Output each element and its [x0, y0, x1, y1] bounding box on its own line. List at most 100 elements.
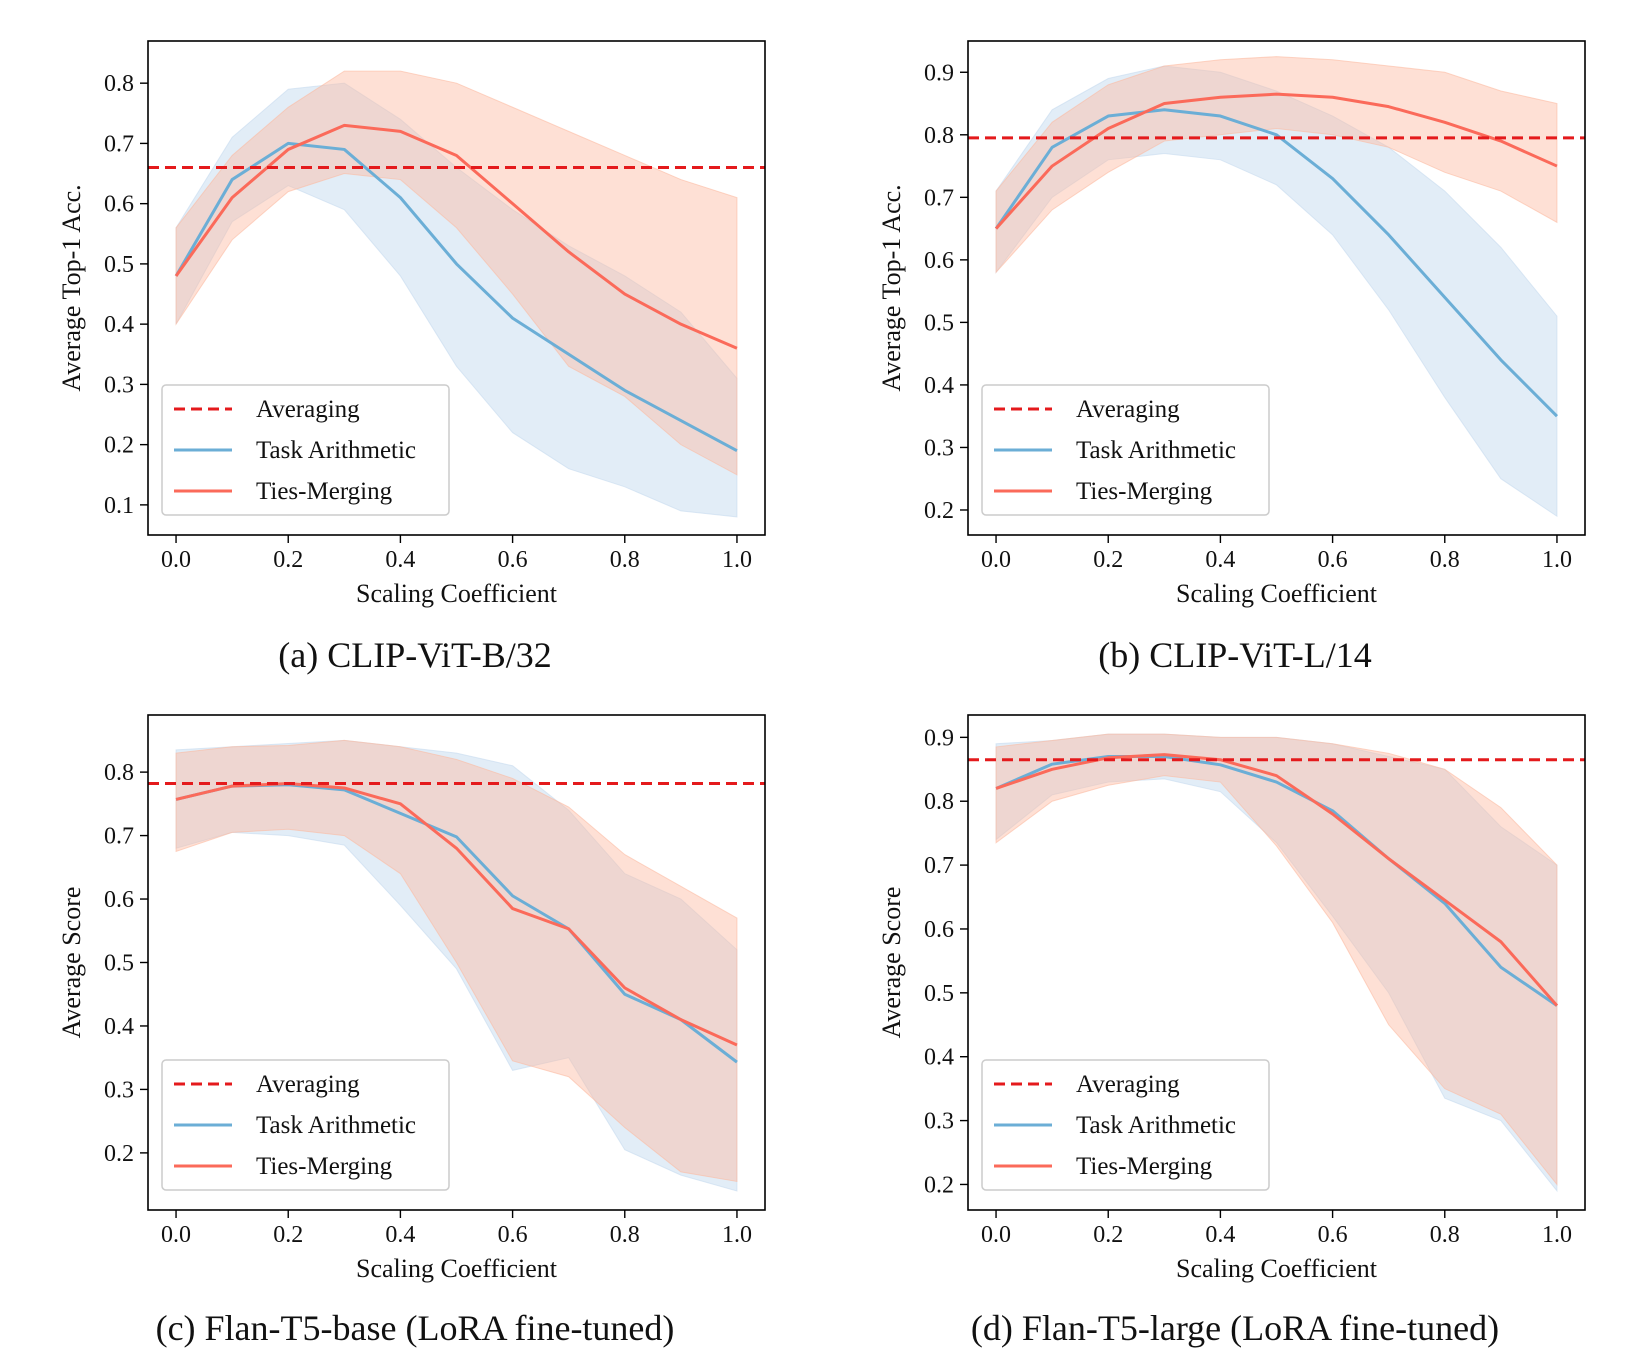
legend-averaging-label: Averaging [256, 1071, 360, 1098]
legend: Averaging Task Arithmetic Ties-Merging [161, 1059, 450, 1191]
y-axis-label: Average Top-1 Acc. [877, 184, 906, 391]
axes-frame [967, 40, 1586, 536]
x-tick-label: 0.8 [610, 547, 640, 573]
y-tick-label: 0.3 [104, 372, 134, 398]
y-tick-label: 0.8 [924, 789, 954, 815]
y-tick-label: 0.1 [104, 493, 134, 519]
ties-merging-band [995, 733, 1558, 1186]
chart-panel-2: 0.0 0.2 0.4 0.6 0.8 1.0 0.2 0.3 0.4 0.5 0.6 0.7 0.8 0… [877, 40, 1586, 675]
x-tick-label: 0.4 [1205, 1222, 1235, 1248]
y-tick-label: 0.3 [924, 1109, 954, 1135]
legend-ties-merging-label: Ties-Merging [1076, 1153, 1213, 1180]
x-tick-label: 0.2 [1093, 547, 1123, 573]
y-tick-label: 0.4 [924, 373, 954, 399]
x-axis-label: Scaling Coefficient [1176, 1254, 1378, 1283]
legend: Averaging Task Arithmetic Ties-Merging [161, 384, 450, 516]
subfigure-caption: (d) Flan-T5-large (LoRA fine-tuned) [971, 1308, 1499, 1348]
y-tick-label: 0.6 [104, 192, 134, 218]
legend-task-arithmetic-label: Task Arithmetic [1076, 1112, 1236, 1139]
y-tick-label: 0.5 [924, 981, 954, 1007]
x-tick-label: 1.0 [722, 547, 752, 573]
x-tick-label: 0.8 [1430, 547, 1460, 573]
legend-task-arithmetic-label: Task Arithmetic [256, 437, 416, 464]
legend-box [981, 1059, 1270, 1191]
y-tick-label: 0.8 [924, 123, 954, 149]
task-arithmetic-band [175, 82, 738, 518]
y-tick-label: 0.5 [104, 252, 134, 278]
legend-task-arithmetic-label: Task Arithmetic [1076, 437, 1236, 464]
chart-panel-3: 0.0 0.2 0.4 0.6 0.8 1.0 0.2 0.3 0.4 0.5 0.6 0.7 0.8 S… [57, 714, 766, 1348]
y-tick-label: 0.4 [104, 312, 134, 338]
y-axis-label: Average Score [57, 887, 86, 1039]
legend-ties-merging-label: Ties-Merging [256, 1153, 393, 1180]
legend: Averaging Task Arithmetic Ties-Merging [981, 384, 1270, 516]
legend-ties-merging-label: Ties-Merging [256, 478, 393, 505]
subfigure-caption: (b) CLIP-ViT-L/14 [1098, 635, 1371, 675]
y-tick-label: 0.7 [924, 853, 954, 879]
legend-task-arithmetic-label: Task Arithmetic [256, 1112, 416, 1139]
x-tick-label: 1.0 [1542, 1222, 1572, 1248]
y-tick-label: 0.9 [924, 725, 954, 751]
legend: Averaging Task Arithmetic Ties-Merging [981, 1059, 1270, 1191]
legend-ties-merging-label: Ties-Merging [1076, 478, 1213, 505]
y-axis-label: Average Top-1 Acc. [57, 184, 86, 391]
x-tick-label: 0.2 [273, 547, 303, 573]
x-tick-label: 1.0 [1542, 547, 1572, 573]
y-axis-label: Average Score [877, 887, 906, 1039]
legend-averaging-label: Averaging [1076, 1071, 1180, 1098]
y-tick-label: 0.8 [104, 760, 134, 786]
x-tick-label: 0.2 [273, 1222, 303, 1248]
y-tick-label: 0.5 [924, 310, 954, 336]
x-axis-label: Scaling Coefficient [356, 579, 558, 608]
x-tick-label: 0.0 [161, 547, 191, 573]
y-tick-label: 0.4 [104, 1014, 134, 1040]
axes-frame [147, 40, 766, 536]
y-tick-label: 0.2 [104, 433, 134, 459]
subfigure-caption: (a) CLIP-ViT-B/32 [278, 635, 551, 675]
chart-panel-1: 0.0 0.2 0.4 0.6 0.8 1.0 0.1 0.2 0.3 0.4 0.5 0.6 0.7 0… [57, 40, 766, 675]
legend-box [161, 384, 450, 516]
y-tick-label: 0.6 [104, 887, 134, 913]
plot-area [968, 56, 1585, 518]
x-axis-label: Scaling Coefficient [1176, 579, 1378, 608]
y-tick-label: 0.2 [924, 1172, 954, 1198]
ties-merging-line [994, 92, 1558, 230]
axes-frame [967, 714, 1586, 1211]
x-tick-label: 0.6 [498, 547, 528, 573]
y-tick-label: 0.6 [924, 917, 954, 943]
y-tick-label: 0.7 [104, 824, 134, 850]
x-tick-label: 0.8 [1430, 1222, 1460, 1248]
y-tick-label: 0.8 [104, 71, 134, 97]
x-tick-label: 0.6 [1318, 547, 1348, 573]
y-tick-label: 0.4 [924, 1045, 954, 1071]
legend-averaging-label: Averaging [256, 396, 360, 423]
x-tick-label: 0.6 [498, 1222, 528, 1248]
legend-box [981, 384, 1270, 516]
task-arithmetic-band [995, 65, 1558, 518]
x-tick-label: 1.0 [722, 1222, 752, 1248]
x-axis-label: Scaling Coefficient [356, 1254, 558, 1283]
ties-merging-band [175, 739, 738, 1183]
x-tick-label: 0.4 [385, 1222, 415, 1248]
x-tick-label: 0.6 [1318, 1222, 1348, 1248]
y-tick-label: 0.6 [924, 248, 954, 274]
y-tick-label: 0.2 [924, 498, 954, 524]
ties-merging-band [995, 56, 1558, 274]
y-tick-label: 0.9 [924, 60, 954, 86]
x-tick-label: 0.0 [981, 547, 1011, 573]
legend-box [161, 1059, 450, 1191]
y-tick-label: 0.3 [104, 1077, 134, 1103]
legend-averaging-label: Averaging [1076, 396, 1180, 423]
task-arithmetic-line [994, 108, 1559, 418]
task-arithmetic-line [174, 141, 738, 452]
x-tick-label: 0.4 [385, 547, 415, 573]
subfigure-caption: (c) Flan-T5-base (LoRA fine-tuned) [156, 1308, 675, 1348]
y-tick-label: 0.7 [924, 185, 954, 211]
y-tick-label: 0.3 [924, 435, 954, 461]
plot-area [968, 733, 1585, 1193]
x-tick-label: 0.0 [161, 1222, 191, 1248]
x-tick-label: 0.2 [1093, 1222, 1123, 1248]
ties-merging-line [995, 753, 1559, 1007]
ties-merging-line [174, 123, 738, 350]
